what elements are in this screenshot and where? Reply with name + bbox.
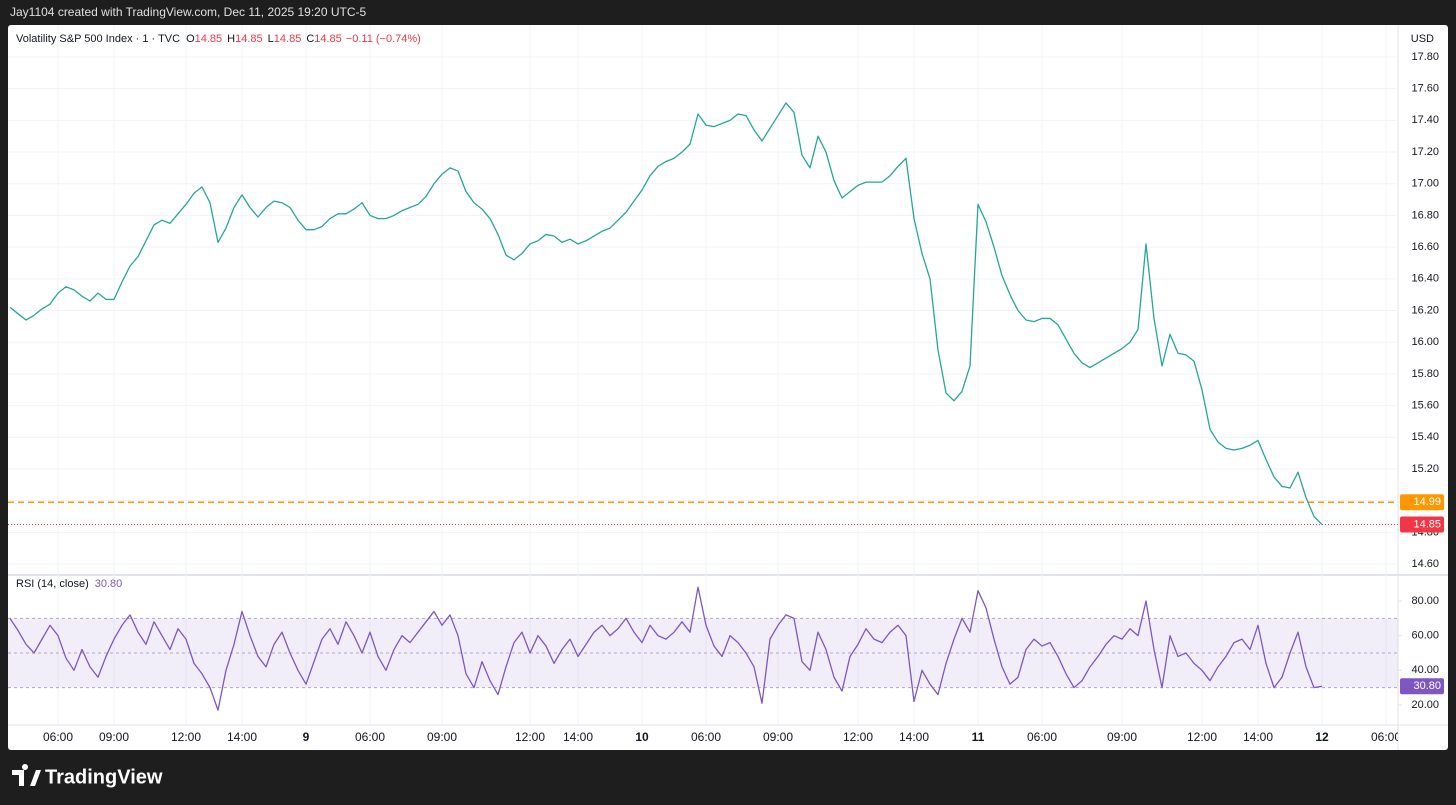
y-tick-label: 17.40 (1411, 114, 1439, 126)
ohlc-key: O (186, 33, 195, 45)
price-tag-label: 14.99 (1413, 496, 1441, 508)
y-tick-label: 14.60 (1411, 558, 1439, 570)
x-tick-label: 09:00 (427, 730, 457, 744)
ohlc-key: L (268, 33, 274, 45)
y-tick-label: 15.20 (1411, 463, 1439, 475)
x-tick-label: 14:00 (1243, 730, 1273, 744)
currency: USD (1411, 33, 1434, 45)
y-tick-label: 16.00 (1411, 336, 1439, 348)
x-tick-label: 06:00 (1027, 730, 1057, 744)
symbol: Volatility S&P 500 Index · 1 · TVC (16, 33, 180, 45)
x-tick-label: 06:00 (355, 730, 385, 744)
y-tick-label: 40.00 (1411, 664, 1439, 676)
rsi-line (9, 586, 1323, 711)
ohlc-key: H (227, 33, 235, 45)
x-tick-label: 14:00 (563, 730, 593, 744)
x-tick-label: 11 (972, 730, 985, 744)
price-line-series (9, 102, 1323, 525)
x-tick-label: 12:00 (171, 730, 201, 744)
x-tick-label: 06:00 (1371, 730, 1401, 744)
rsi-value: 30.80 (95, 578, 123, 590)
x-tick-label: 12:00 (1187, 730, 1217, 744)
x-tick-label: 9 (303, 730, 310, 744)
ohlc-value: 14.85 (195, 33, 223, 45)
price-tag-label: 14.85 (1413, 518, 1441, 530)
y-tick-label: 60.00 (1411, 630, 1439, 642)
x-tick-label: 12:00 (843, 730, 873, 744)
y-tick-label: 16.40 (1411, 273, 1439, 285)
price-tag (1400, 494, 1444, 511)
price-tag (1400, 516, 1444, 533)
rsi-title: RSI (14, close) (16, 578, 89, 590)
chart-area (8, 25, 1448, 750)
x-tick-label: 09:00 (763, 730, 793, 744)
brand: TradingView (45, 766, 163, 788)
x-tick-label: 10 (635, 730, 649, 744)
y-tick-label: 15.60 (1411, 400, 1439, 412)
ohlc-key: C (306, 33, 314, 45)
attribution: Jay1104 created with TradingView.com, De… (10, 5, 367, 19)
rsi-band (8, 618, 1398, 688)
rsi-tag-label: 30.80 (1413, 680, 1441, 692)
y-tick-label: 16.80 (1411, 209, 1439, 221)
ohlc-value: 14.85 (314, 33, 342, 45)
y-tick-label: 17.00 (1411, 178, 1439, 190)
x-tick-label: 09:00 (1107, 730, 1137, 744)
x-tick-label: 14:00 (899, 730, 929, 744)
x-tick-label: 06:00 (43, 730, 73, 744)
y-tick-label: 16.20 (1411, 304, 1439, 316)
rsi-tag (1400, 678, 1444, 695)
y-tick-label: 80.00 (1411, 595, 1439, 607)
y-tick-label: 16.60 (1411, 241, 1439, 253)
y-tick-label: 17.20 (1411, 146, 1439, 158)
x-tick-label: 12 (1315, 730, 1329, 744)
rsi-legend: RSI (14, close) 30.80 (16, 578, 122, 590)
x-tick-label: 06:00 (691, 730, 721, 744)
y-tick-label: 15.40 (1411, 431, 1439, 443)
ohlc-value: 14.85 (274, 33, 302, 45)
change: −0.11 (−0.74%) (346, 33, 421, 45)
x-tick-label: 12:00 (515, 730, 545, 744)
y-tick-label: 15.80 (1411, 368, 1439, 380)
y-tick-label: 17.80 (1411, 51, 1439, 63)
price-legend: Volatility S&P 500 Index · 1 · TVC O14.85… (16, 33, 421, 45)
tradingview-logo: TradingView (12, 764, 163, 788)
y-tick-label: 20.00 (1411, 699, 1439, 711)
y-tick-label: 17.60 (1411, 83, 1439, 95)
ohlc-value: 14.85 (235, 33, 263, 45)
time-axis: 06:00 09:00 12:00 14:00 9 06:00 09:00 12:00 14:0… (43, 730, 1401, 744)
x-tick-label: 09:00 (99, 730, 129, 744)
logo-icon (12, 764, 41, 786)
x-tick-label: 14:00 (227, 730, 257, 744)
